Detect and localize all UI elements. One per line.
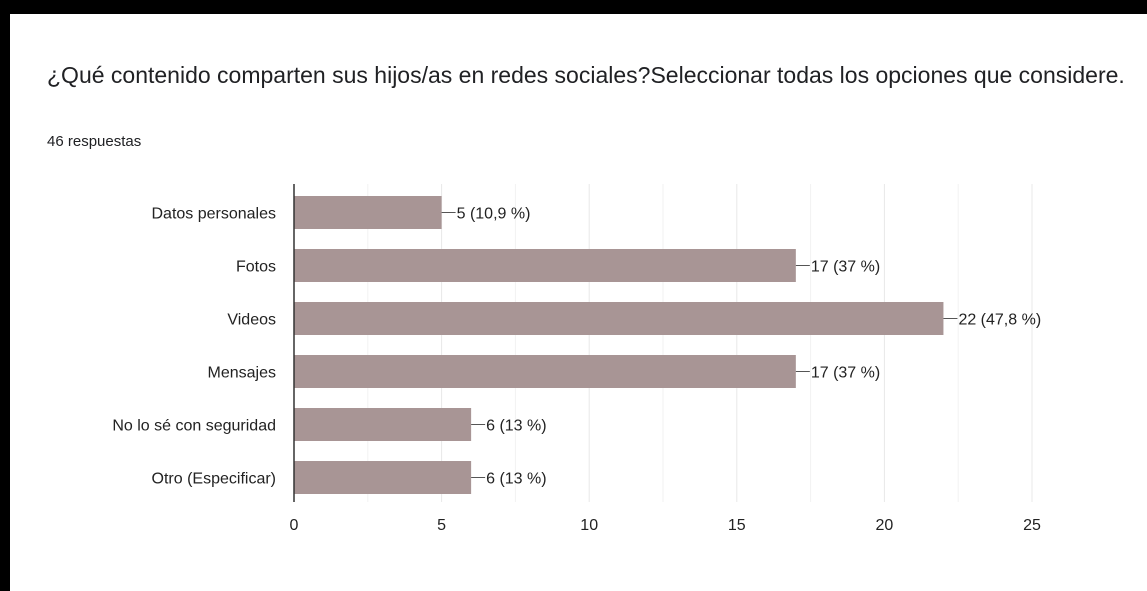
x-tick-label-4: 20: [876, 517, 894, 534]
data-label-0: 5 (10,9 %): [457, 206, 531, 223]
x-tick-label-3: 15: [728, 517, 746, 534]
category-label-1: Fotos: [236, 259, 276, 276]
x-tick-label-2: 10: [580, 517, 598, 534]
data-label-2: 22 (47,8 %): [958, 312, 1041, 329]
bar-chart: Datos personales 5 (10,9 %) Fotos 17 (37 %)…: [112, 184, 1041, 534]
category-label-4: No lo sé con seguridad: [112, 418, 276, 435]
category-label-3: Mensajes: [208, 365, 276, 382]
bar-2: [294, 302, 944, 335]
response-count: 46 respuestas: [47, 133, 142, 150]
data-label-3: 17 (37 %): [811, 365, 880, 382]
category-label-2: Videos: [227, 312, 276, 329]
data-label-4: 6 (13 %): [486, 418, 546, 435]
category-label-5: Otro (Especificar): [152, 471, 276, 488]
bar-5: [294, 461, 472, 494]
bar-3: [294, 355, 796, 388]
data-label-1: 17 (37 %): [811, 259, 880, 276]
x-tick-label-1: 5: [437, 517, 446, 534]
question-card: ¿Qué contenido comparten sus hijos/as en…: [10, 14, 1147, 591]
x-tick-label-5: 25: [1023, 517, 1041, 534]
x-tick-label-0: 0: [290, 517, 299, 534]
bar-1: [294, 249, 796, 282]
question-title: ¿Qué contenido comparten sus hijos/as en…: [47, 62, 1125, 88]
bar-4: [294, 408, 472, 441]
bar-0: [294, 196, 442, 229]
category-label-0: Datos personales: [151, 206, 276, 223]
data-label-5: 6 (13 %): [486, 471, 546, 488]
